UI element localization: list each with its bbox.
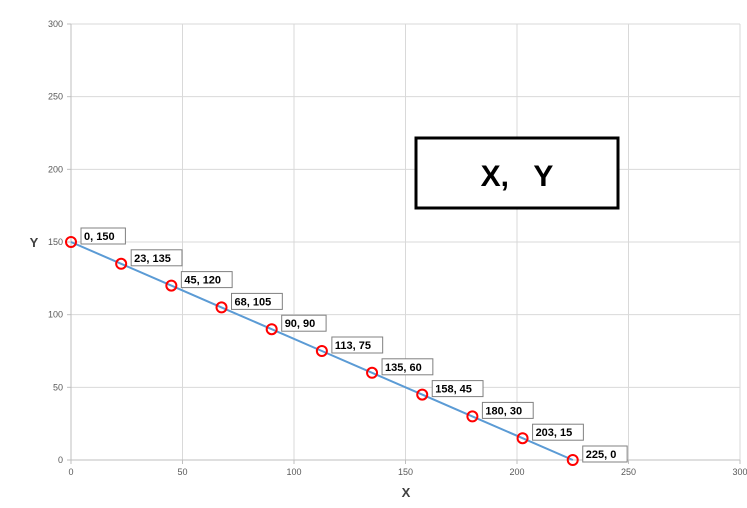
data-label: 23, 135 bbox=[134, 253, 171, 265]
y-tick-label: 50 bbox=[53, 382, 63, 392]
y-tick-label: 0 bbox=[58, 455, 63, 465]
data-point-marker bbox=[566, 454, 579, 466]
x-tick-label: 100 bbox=[286, 467, 301, 477]
data-label-box bbox=[180, 271, 233, 289]
x-tick-label: 0 bbox=[68, 467, 73, 477]
y-tick-label: 200 bbox=[48, 164, 63, 174]
data-label-box bbox=[582, 445, 628, 463]
x-tick-label: 200 bbox=[509, 467, 524, 477]
data-point-marker bbox=[516, 432, 529, 445]
data-point-marker bbox=[265, 323, 278, 336]
series-line bbox=[70, 241, 574, 461]
data-label-box bbox=[231, 292, 283, 310]
data-label-box bbox=[80, 227, 126, 245]
data-label: 180, 30 bbox=[485, 405, 522, 417]
data-label: 225, 0 bbox=[586, 449, 617, 461]
data-label: 113, 75 bbox=[335, 340, 371, 352]
data-label: 68, 105 bbox=[235, 296, 272, 308]
data-point-marker bbox=[466, 410, 479, 423]
annotation-text: X, Y bbox=[481, 160, 554, 193]
y-tick-label: 100 bbox=[48, 310, 63, 320]
data-label: 203, 15 bbox=[536, 427, 573, 439]
y-tick-label: 300 bbox=[48, 19, 63, 29]
data-point-marker bbox=[366, 366, 379, 379]
x-tick-label: 50 bbox=[177, 467, 187, 477]
x-axis-title: X bbox=[402, 485, 411, 500]
gridlines bbox=[71, 23, 741, 460]
data-label-box bbox=[331, 336, 384, 354]
data-label: 135, 60 bbox=[385, 362, 422, 374]
x-tick-label: 250 bbox=[621, 467, 636, 477]
data-label-box bbox=[281, 314, 327, 332]
x-tick-label: 300 bbox=[732, 467, 747, 477]
data-label-box bbox=[381, 358, 434, 376]
data-point-marker bbox=[315, 345, 328, 357]
data-point-marker bbox=[165, 279, 178, 292]
data-point-marker bbox=[115, 257, 128, 270]
tick-labels: 0 50 100 150 200 250 300 0 50 100 150 200 250 300 bbox=[48, 19, 747, 477]
data-label: 45, 120 bbox=[184, 275, 221, 287]
y-tick-label: 150 bbox=[48, 237, 63, 247]
annotation-box: X, Y bbox=[414, 136, 620, 210]
data-label: 0, 150 bbox=[84, 231, 115, 243]
data-points bbox=[65, 236, 579, 466]
data-label: 158, 45 bbox=[435, 384, 472, 396]
data-point-marker bbox=[65, 236, 77, 248]
data-label-box bbox=[431, 380, 484, 398]
data-point-marker bbox=[416, 388, 429, 401]
y-tick-label: 250 bbox=[48, 92, 63, 102]
data-labels: 0, 150 23, 135 45, 120 68, 105 90, 90 113, 75… bbox=[80, 227, 628, 463]
axes bbox=[67, 23, 741, 464]
annotation-frame bbox=[414, 136, 620, 210]
data-label-box bbox=[481, 401, 534, 419]
data-point-marker bbox=[215, 301, 228, 314]
data-label-box bbox=[130, 249, 183, 267]
data-label: 90, 90 bbox=[285, 318, 316, 330]
series-line-path bbox=[70, 241, 574, 461]
data-label-box bbox=[532, 423, 584, 441]
x-tick-label: 150 bbox=[398, 467, 413, 477]
y-axis-title: Y bbox=[30, 235, 39, 250]
